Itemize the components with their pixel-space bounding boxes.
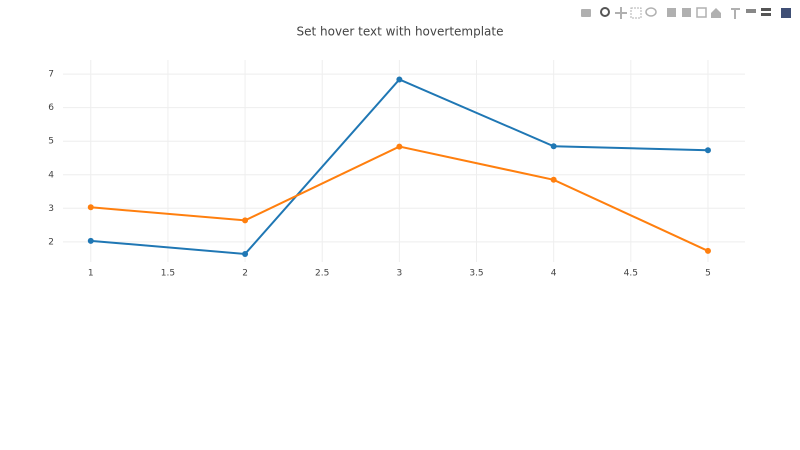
zoom-button[interactable] — [600, 7, 610, 17]
plotly-logo[interactable] — [781, 8, 791, 18]
x-tick-label: 2 — [242, 269, 248, 279]
box-select-button[interactable] — [630, 7, 642, 19]
zoom-out-button[interactable] — [682, 8, 691, 17]
y-tick-label: 5 — [48, 137, 54, 147]
x-tick-label: 4 — [551, 269, 557, 279]
x-tick-label: 2.5 — [315, 269, 329, 279]
point — [704, 247, 711, 254]
spike-button[interactable] — [731, 8, 740, 19]
reset-button[interactable] — [711, 8, 721, 18]
x-tick-label: 1.5 — [161, 269, 175, 279]
y-tick-label: 6 — [48, 103, 54, 113]
y-tick-label: 7 — [48, 70, 54, 80]
chart-title: Set hover text with hovertemplate — [296, 25, 503, 39]
hover-compare-button-2[interactable] — [761, 13, 771, 16]
x-tick-label: 3 — [397, 269, 403, 279]
x-tick-label: 4.5 — [624, 269, 638, 279]
point — [87, 204, 94, 211]
lasso-button[interactable] — [645, 7, 657, 17]
point — [550, 176, 557, 183]
pan-button[interactable] — [615, 7, 627, 19]
x-tick-label: 3.5 — [469, 269, 483, 279]
point — [242, 217, 249, 224]
y-tick-label: 3 — [48, 204, 54, 214]
camera-button[interactable] — [581, 9, 591, 17]
hover-closest-button[interactable] — [746, 9, 756, 13]
modebar — [581, 7, 791, 19]
zoom-in-button[interactable] — [667, 8, 676, 17]
point — [396, 76, 403, 83]
y-tick-label: 2 — [48, 237, 54, 247]
autoscale-button[interactable] — [696, 7, 707, 18]
y-tick-label: 4 — [48, 170, 54, 180]
point — [242, 250, 249, 257]
point — [704, 147, 711, 154]
point — [396, 143, 403, 150]
point — [87, 237, 94, 244]
x-tick-label: 5 — [705, 269, 711, 279]
point — [550, 143, 557, 150]
hover-compare-button[interactable] — [761, 8, 771, 11]
x-tick-label: 1 — [88, 269, 94, 279]
